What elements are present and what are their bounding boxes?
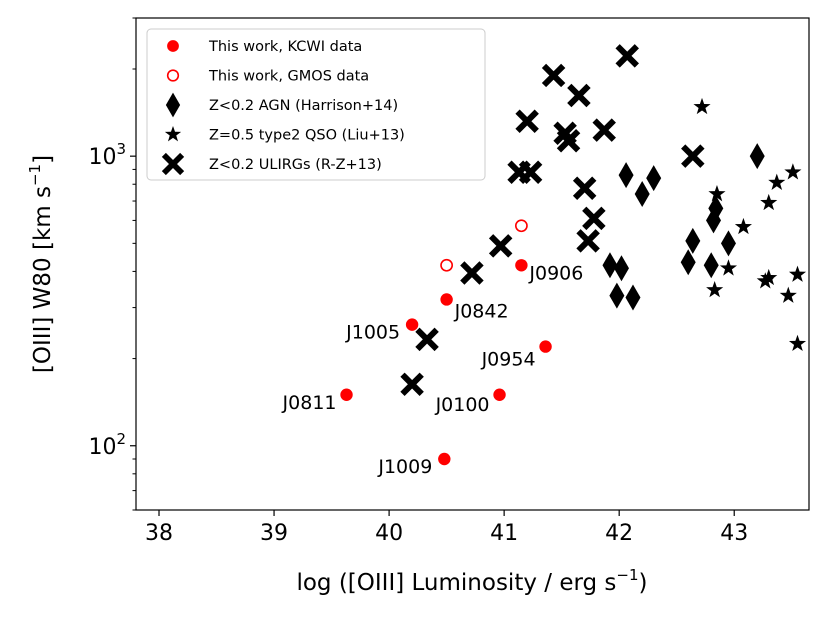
legend-marker-circle-filled xyxy=(167,40,179,52)
data-point-x-thick xyxy=(515,109,539,133)
data-point-x-thick xyxy=(518,160,543,184)
legend-marker-star xyxy=(164,125,182,142)
legend-label: Z<0.2 ULIRGs (R-Z+13) xyxy=(209,157,382,173)
data-point-diamond xyxy=(720,230,736,257)
data-point-x-thick xyxy=(582,206,606,231)
legend: This work, KCWI data This work, GMOS data… xyxy=(146,28,486,181)
data-point-star xyxy=(768,173,786,190)
data-point-star xyxy=(706,281,724,298)
data-point-circle-filled xyxy=(493,388,506,401)
x-axis-label: log ([OIII] Luminosity / erg s−1) xyxy=(296,566,647,596)
point-label: J0954 xyxy=(481,349,536,371)
data-point-diamond xyxy=(685,227,701,254)
data-point-x-thick xyxy=(400,372,424,397)
data-point-x-thick xyxy=(460,261,484,285)
point-label: J0906 xyxy=(528,262,583,284)
legend-label: Z=0.5 type2 QSO (Liu+13) xyxy=(209,128,405,144)
data-point-circle-open xyxy=(514,219,528,233)
data-point-circle-filled xyxy=(340,388,353,401)
data-point-x-thick xyxy=(681,144,705,168)
point-label: J1009 xyxy=(377,456,432,478)
x-tick-label: 41 xyxy=(490,521,518,546)
point-label: J0842 xyxy=(454,300,509,322)
legend-label: This work, GMOS data xyxy=(208,69,369,85)
x-tick-label: 42 xyxy=(605,521,633,546)
data-point-star xyxy=(719,259,738,276)
data-point-star xyxy=(788,334,807,352)
data-point-x-thick xyxy=(541,63,566,88)
data-point-star xyxy=(784,163,802,180)
x-tick-label: 40 xyxy=(375,521,403,546)
point-label: J0100 xyxy=(435,394,490,416)
legend-marker-x-thick xyxy=(161,152,185,176)
data-point-circle-filled xyxy=(515,259,528,272)
data-point-circle-filled xyxy=(440,293,453,306)
data-point-star xyxy=(760,193,778,211)
data-point-star xyxy=(708,185,726,202)
data-point-circle-open xyxy=(440,258,454,272)
legend-marker-circle-open xyxy=(166,69,180,82)
data-point-diamond xyxy=(609,282,625,309)
data-point-x-thick xyxy=(415,327,439,352)
data-point-x-thick xyxy=(576,229,600,253)
y-axis-label: [OIII] W80 [km s−1] xyxy=(26,155,56,373)
data-point-diamond xyxy=(634,181,650,208)
point-label: J0811 xyxy=(282,392,337,414)
data-point-star xyxy=(779,286,797,303)
data-point-x-thick xyxy=(556,129,581,153)
legend-label: This work, KCWI data xyxy=(208,39,362,55)
data-point-diamond xyxy=(618,162,634,189)
data-point-x-thick xyxy=(592,118,616,142)
legend-box xyxy=(146,28,486,181)
data-point-diamond xyxy=(625,284,641,311)
data-point-circle-filled xyxy=(539,340,552,353)
y-tick-label: 103 xyxy=(88,140,126,170)
data-point-circle-filled xyxy=(405,318,419,331)
data-point-star xyxy=(734,217,752,235)
x-tick-label: 39 xyxy=(260,521,288,546)
y-tick-label: 102 xyxy=(88,430,126,460)
data-point-diamond xyxy=(703,252,719,279)
data-point-circle-filled xyxy=(438,452,451,466)
data-point-x-thick xyxy=(488,234,513,258)
data-point-diamond xyxy=(708,195,724,222)
x-tick-label: 43 xyxy=(720,521,748,546)
data-point-diamond xyxy=(680,249,696,276)
data-point-diamond xyxy=(602,252,618,279)
data-point-star xyxy=(788,265,807,282)
data-point-star xyxy=(760,268,778,286)
data-point-x-thick xyxy=(615,44,639,68)
legend-marker-diamond xyxy=(165,92,181,118)
data-point-diamond xyxy=(749,143,765,170)
x-tick-label: 38 xyxy=(145,521,173,546)
data-point-x-thick xyxy=(572,176,597,200)
plot-frame xyxy=(135,17,810,511)
data-point-x-thick xyxy=(567,83,591,108)
data-point-diamond xyxy=(646,165,662,192)
data-point-diamond xyxy=(613,255,629,282)
data-point-star xyxy=(693,97,711,115)
point-label: J1005 xyxy=(345,322,400,344)
legend-label: Z<0.2 AGN (Harrison+14) xyxy=(209,98,398,114)
